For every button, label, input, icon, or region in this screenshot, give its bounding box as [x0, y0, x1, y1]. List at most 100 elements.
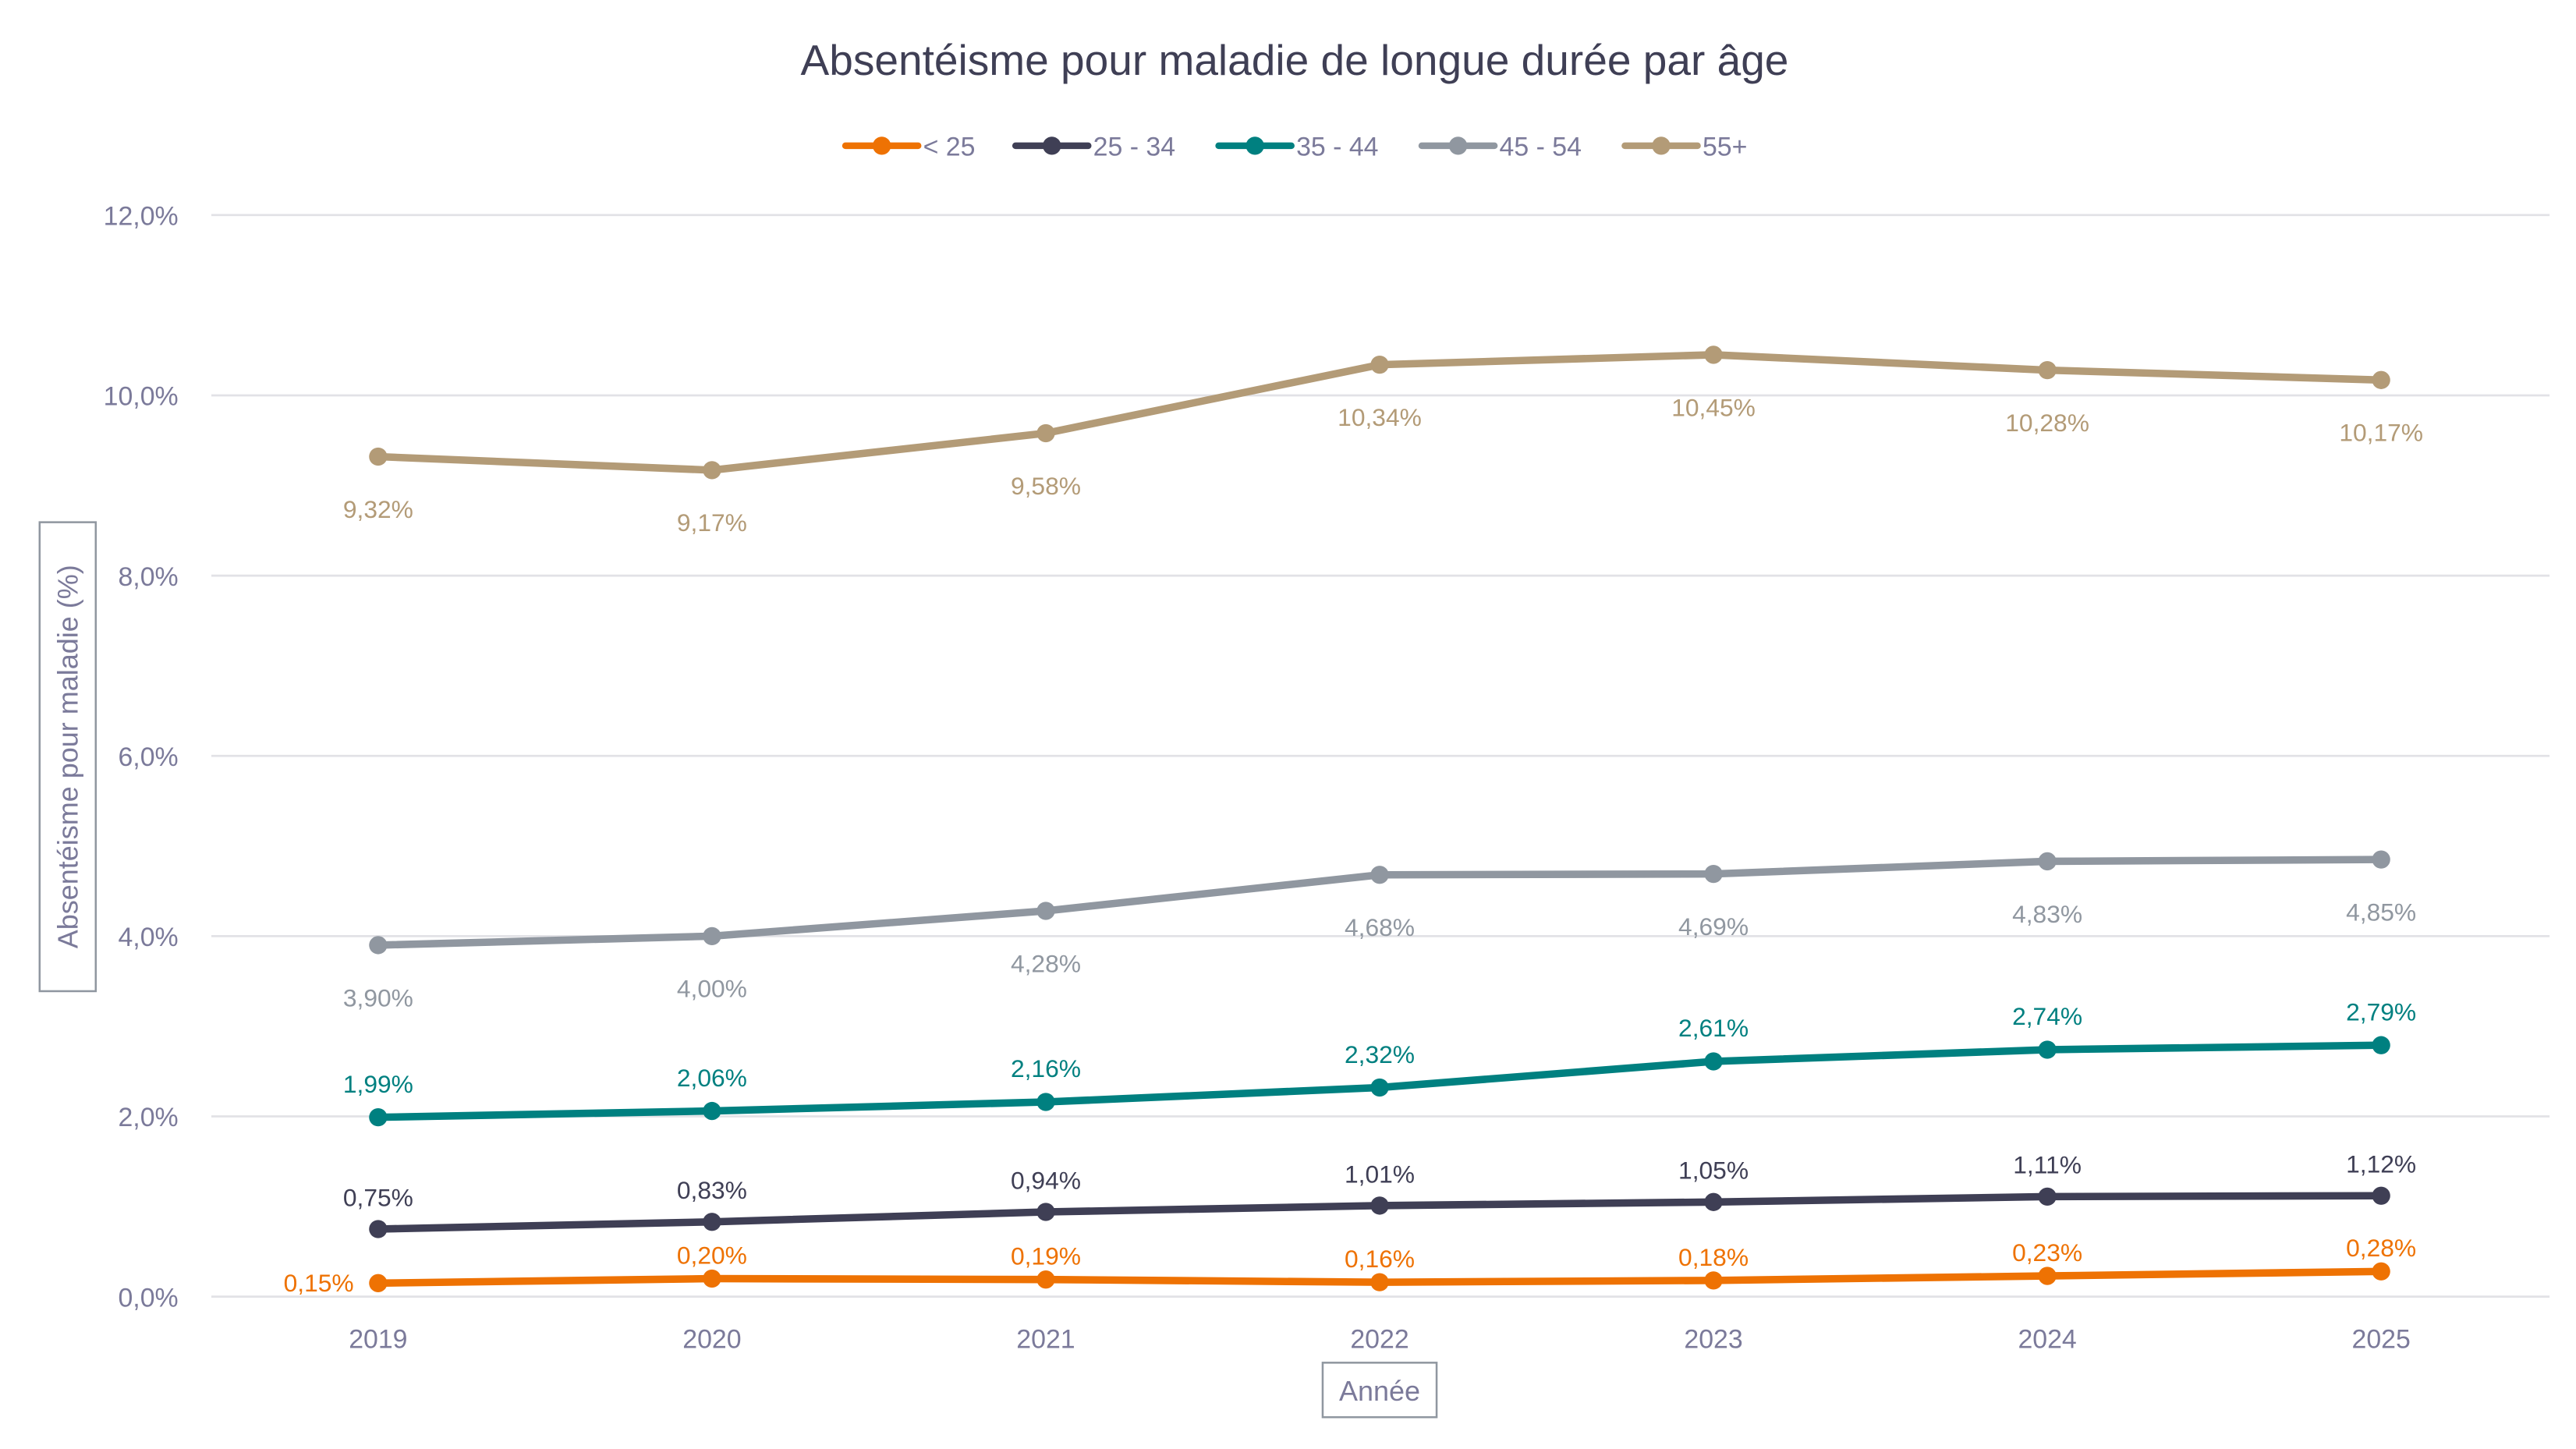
data-label: 4,83% [2012, 900, 2082, 928]
chart-title: Absentéisme pour maladie de longue durée… [800, 36, 1788, 84]
data-label: 4,68% [1345, 913, 1415, 941]
data-point [2372, 1262, 2390, 1281]
legend-dot-marker [1043, 136, 1061, 155]
legend-dot-marker [1652, 136, 1671, 155]
y-tick-label: 10,0% [104, 382, 179, 412]
data-label: 2,16% [1011, 1054, 1081, 1082]
data-point [1036, 423, 1055, 443]
data-point [703, 1269, 721, 1288]
data-point [1036, 1270, 1055, 1289]
y-axis-title: Absentéisme pour maladie (%) [38, 521, 97, 993]
data-point [2372, 1036, 2390, 1054]
data-label: 3,90% [343, 983, 413, 1011]
data-label: 1,05% [1678, 1157, 1749, 1185]
data-label: 0,16% [1345, 1245, 1415, 1273]
data-point [1036, 902, 1055, 920]
legend-label: 45 - 54 [1500, 133, 1582, 162]
x-tick-label: 2023 [1684, 1324, 1742, 1354]
data-label: 0,94% [1011, 1166, 1081, 1194]
data-label: 0,18% [1678, 1243, 1749, 1271]
y-tick-label: 2,0% [118, 1103, 178, 1132]
y-axis-ticks: 0,0% 2,0% 4,0% 6,0% 8,0% 10,0% 12,0% [104, 202, 179, 1313]
data-label: 4,28% [1011, 949, 1081, 977]
x-tick-label: 2019 [349, 1324, 407, 1354]
data-label: 1,11% [2013, 1151, 2082, 1179]
legend-label: < 25 [923, 133, 976, 162]
data-label: 1,12% [2346, 1150, 2416, 1178]
data-point [2038, 1040, 2057, 1059]
y-tick-label: 4,0% [118, 923, 178, 952]
data-label: 0,20% [677, 1241, 747, 1269]
data-label: 0,83% [677, 1176, 747, 1204]
data-point [2038, 360, 2057, 380]
legend-item: 25 - 34 [1012, 133, 1175, 162]
data-point [1704, 1271, 1723, 1290]
legend-dot-marker [872, 136, 891, 155]
data-point [369, 936, 388, 955]
legend-dot-marker [1448, 136, 1468, 155]
data-point [2038, 1267, 2057, 1285]
data-point [1036, 1093, 1055, 1111]
x-axis-ticks: 2019 2020 2021 2022 2023 2024 2025 [349, 1324, 2411, 1354]
data-point [703, 1213, 721, 1231]
data-label: 0,15% [284, 1269, 354, 1297]
legend: < 25 25 - 34 35 - 44 45 - 54 55+ [842, 133, 1747, 162]
data-label: 9,32% [343, 495, 413, 523]
data-point [1704, 345, 1723, 364]
data-point [1370, 1196, 1389, 1215]
data-label: 2,06% [677, 1064, 747, 1092]
y-tick-label: 12,0% [104, 202, 179, 232]
legend-label: 25 - 34 [1093, 133, 1175, 162]
data-point [703, 926, 721, 946]
data-label: 1,01% [1345, 1160, 1415, 1188]
legend-item: 55+ [1621, 133, 1747, 162]
data-point [1370, 1078, 1389, 1097]
data-label: 10,45% [1671, 393, 1756, 421]
data-label: 0,75% [343, 1183, 413, 1211]
data-point [369, 1220, 388, 1238]
y-tick-label: 8,0% [118, 562, 178, 592]
data-point [1704, 1192, 1723, 1211]
series-group: 9,32% 9,17% 9,58% 10,34% 10,45% 10,28% 10,17% 3… [284, 345, 2423, 1297]
series-0: 0,15% 0,20% 0,19% 0,16% 0,18% 0,23% 0,28% [284, 1234, 2417, 1297]
x-axis-label: Année [1339, 1375, 1420, 1407]
data-label: 2,74% [2012, 1002, 2082, 1030]
data-label: 0,28% [2346, 1234, 2416, 1262]
series-2: 1,99% 2,06% 2,16% 2,32% 2,61% 2,74% 2,79% [343, 997, 2416, 1127]
series-1: 0,75% 0,83% 0,94% 1,01% 1,05% 1,11% 1,12% [343, 1150, 2416, 1238]
data-point [2372, 850, 2390, 869]
data-point [369, 1108, 388, 1127]
data-point [1704, 864, 1723, 884]
data-point [369, 1274, 388, 1292]
data-label: 2,61% [1678, 1014, 1749, 1042]
data-point [2372, 1186, 2390, 1205]
data-label: 9,17% [677, 508, 747, 537]
data-label: 4,85% [2346, 898, 2416, 926]
x-tick-label: 2025 [2351, 1324, 2410, 1354]
y-tick-label: 6,0% [118, 742, 178, 772]
data-label: 10,34% [1338, 403, 1422, 431]
data-label: 2,79% [2346, 997, 2416, 1026]
data-point [1370, 356, 1389, 374]
x-tick-label: 2021 [1016, 1324, 1075, 1354]
data-label: 2,32% [1345, 1040, 1415, 1068]
legend-label: 35 - 44 [1296, 133, 1378, 162]
x-tick-label: 2022 [1350, 1324, 1408, 1354]
legend-item: < 25 [842, 133, 976, 162]
data-label: 4,69% [1678, 912, 1749, 941]
data-point [1704, 1052, 1723, 1071]
series-4: 9,32% 9,17% 9,58% 10,34% 10,45% 10,28% 10,17% [343, 345, 2423, 537]
x-tick-label: 2020 [682, 1324, 741, 1354]
data-point [2038, 852, 2057, 871]
x-tick-label: 2024 [2018, 1324, 2076, 1354]
y-axis-label: Absentéisme pour maladie (%) [52, 565, 84, 948]
legend-dot-marker [1245, 136, 1264, 155]
data-label: 0,23% [2012, 1238, 2082, 1267]
data-label: 1,99% [343, 1070, 413, 1098]
data-label: 9,58% [1011, 472, 1081, 500]
data-label: 0,19% [1011, 1242, 1081, 1270]
data-point [1370, 1273, 1389, 1291]
series-3: 3,90% 4,00% 4,28% 4,68% 4,69% 4,83% 4,85% [343, 850, 2416, 1011]
legend-item: 45 - 54 [1418, 133, 1582, 162]
